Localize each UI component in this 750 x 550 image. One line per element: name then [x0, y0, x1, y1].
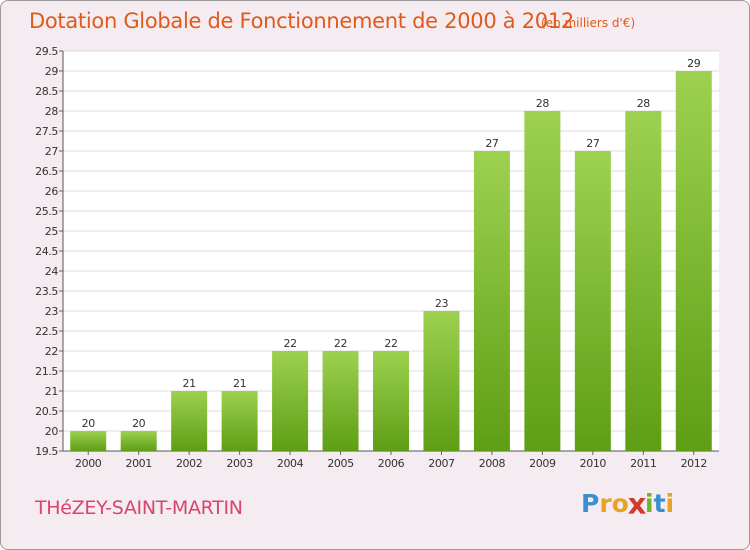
bar-2010 [574, 151, 611, 451]
logo-letter: i [665, 489, 675, 518]
data-label: 20 [82, 417, 96, 430]
logo-letter: i [645, 489, 654, 518]
bar-2012 [675, 71, 712, 451]
y-tick-label: 24 [45, 265, 59, 278]
bar-2011 [625, 111, 662, 451]
bar-2008 [473, 151, 510, 451]
logo-letter: r [599, 489, 612, 518]
data-label: 23 [435, 297, 449, 310]
y-tick-label: 20 [45, 425, 59, 438]
y-tick-label: 22.5 [35, 325, 58, 338]
x-tick-label: 2011 [630, 457, 656, 470]
bar-2002 [171, 391, 208, 451]
logo-letter: o [611, 489, 629, 518]
x-tick-label: 2012 [681, 457, 707, 470]
x-tick-label: 2000 [75, 457, 102, 470]
logo-letter: t [653, 489, 666, 518]
x-tick-label: 2006 [378, 457, 405, 470]
y-tick-label: 28 [45, 105, 59, 118]
data-label: 22 [283, 337, 296, 350]
bar-2009 [524, 111, 561, 451]
x-tick-label: 2002 [176, 457, 202, 470]
y-tick-label: 23.5 [35, 285, 58, 298]
proxiti-logo[interactable]: Proxiti [581, 486, 675, 521]
y-tick-label: 29.5 [35, 45, 58, 58]
y-tick-label: 24.5 [35, 245, 58, 258]
data-label: 22 [384, 337, 397, 350]
x-tick-label: 2010 [580, 457, 607, 470]
logo-letter: P [581, 489, 600, 518]
y-tick-label: 27 [45, 145, 59, 158]
bar-2007 [423, 311, 460, 451]
bar-2001 [120, 431, 157, 451]
data-label: 22 [334, 337, 347, 350]
commune-name: THéZEY-SAINT-MARTIN [35, 497, 243, 519]
chart-subtitle: (en milliers d'€) [541, 16, 636, 30]
x-tick-label: 2009 [529, 457, 556, 470]
bar-2003 [221, 391, 258, 451]
x-tick-label: 2001 [125, 457, 151, 470]
y-tick-label: 26.5 [35, 165, 58, 178]
data-label: 21 [233, 377, 246, 390]
bar-2006 [373, 351, 409, 451]
data-label: 21 [183, 377, 196, 390]
y-tick-label: 19.5 [35, 445, 58, 458]
y-tick-label: 28.5 [35, 85, 58, 98]
data-label: 27 [485, 137, 499, 150]
x-tick-label: 2005 [327, 457, 354, 470]
x-tick-label: 2007 [428, 457, 455, 470]
data-label: 27 [586, 137, 600, 150]
y-tick-label: 23 [45, 305, 59, 318]
y-tick-label: 21 [45, 385, 58, 398]
chart-title: Dotation Globale de Fonctionnement de 20… [29, 9, 574, 33]
y-tick-label: 21.5 [35, 365, 58, 378]
y-tick-label: 20.5 [35, 405, 58, 418]
x-tick-label: 2004 [277, 457, 304, 470]
x-tick-label: 2003 [226, 457, 253, 470]
logo-letter: x [627, 486, 647, 521]
data-label: 28 [637, 97, 651, 110]
data-label: 20 [132, 417, 146, 430]
bar-2005 [322, 351, 359, 451]
y-tick-label: 27.5 [35, 125, 58, 138]
y-tick-label: 22 [45, 345, 58, 358]
y-tick-label: 25.5 [35, 205, 58, 218]
bar-2000 [70, 431, 107, 451]
x-tick-label: 2008 [479, 457, 506, 470]
y-tick-label: 29 [45, 65, 59, 78]
data-label: 29 [687, 57, 701, 70]
data-label: 28 [536, 97, 550, 110]
y-tick-label: 25 [45, 225, 59, 238]
bar-2004 [272, 351, 309, 451]
y-tick-label: 26 [45, 185, 59, 198]
